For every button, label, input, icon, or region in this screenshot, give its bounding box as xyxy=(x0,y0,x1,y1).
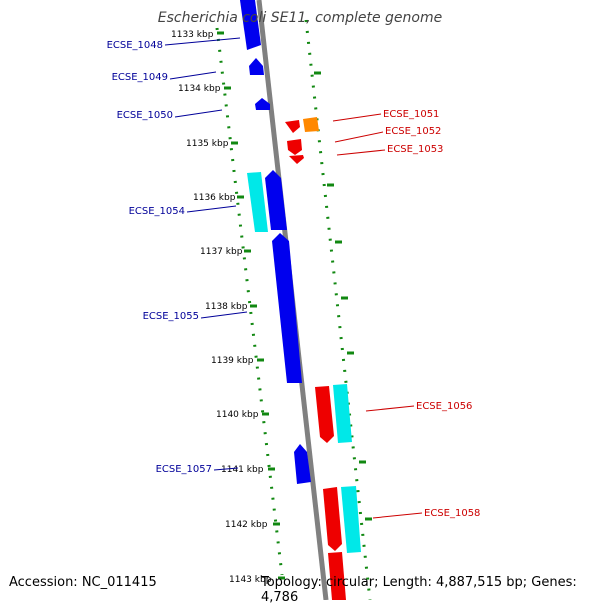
gene-label-ecse-1055[interactable]: ECSE_1055 xyxy=(143,311,199,322)
gene-ecse-1056-rna[interactable] xyxy=(333,384,352,443)
gene-ecse-1056[interactable] xyxy=(315,386,334,443)
gene-ecse-1058[interactable] xyxy=(323,487,342,551)
ruler-label: 1133 kbp xyxy=(171,30,214,40)
gene-ecse-1053[interactable] xyxy=(289,155,304,164)
gene-label-ecse-1053[interactable]: ECSE_1053 xyxy=(387,144,443,155)
gene-ecse-1052[interactable] xyxy=(287,139,302,155)
accession-text: Accession: NC_011415 xyxy=(9,575,157,590)
gene-ecse-1051[interactable] xyxy=(285,120,300,133)
gene-ecse-1055[interactable] xyxy=(272,233,302,383)
gene-label-ecse-1048[interactable]: ECSE_1048 xyxy=(107,40,163,51)
leader-line xyxy=(164,37,241,46)
gene-label-ecse-1050[interactable]: ECSE_1050 xyxy=(117,110,173,121)
gene-ecse-1054[interactable] xyxy=(265,170,287,230)
ruler-label: 1137 kbp xyxy=(200,247,243,257)
ruler-dots-left xyxy=(215,27,284,576)
right-leader-lines xyxy=(332,113,423,519)
gene-ecse-1049[interactable] xyxy=(249,58,264,75)
ruler-label: 1135 kbp xyxy=(186,139,229,149)
left-leader-lines xyxy=(164,37,248,471)
reverse-genes xyxy=(285,117,361,600)
leader-line xyxy=(186,205,237,213)
gene-ecse-1051-orange[interactable] xyxy=(303,117,319,132)
ruler-labels: 1133 kbp 1134 kbp 1135 kbp 1136 kbp 1137… xyxy=(171,30,272,585)
gene-label-ecse-1052[interactable]: ECSE_1052 xyxy=(385,126,441,137)
gene-label-ecse-1049[interactable]: ECSE_1049 xyxy=(112,72,168,83)
ruler-label: 1143 kbp xyxy=(229,575,272,585)
ruler-label: 1136 kbp xyxy=(193,193,236,203)
leader-line xyxy=(365,405,415,412)
leader-line xyxy=(213,467,239,471)
gene-ecse-1054-rna[interactable] xyxy=(247,172,268,232)
left-gene-labels: ECSE_1048 ECSE_1049 ECSE_1050 ECSE_1054 … xyxy=(107,40,212,475)
right-gene-labels: ECSE_1051 ECSE_1052 ECSE_1053 ECSE_1056 … xyxy=(383,109,480,519)
leader-line xyxy=(174,109,223,118)
gene-ecse-1050[interactable] xyxy=(255,98,270,110)
gene-label-ecse-1056[interactable]: ECSE_1056 xyxy=(416,401,472,412)
gene-label-ecse-1054[interactable]: ECSE_1054 xyxy=(129,206,185,217)
forward-genes xyxy=(240,0,311,484)
ruler-label: 1142 kbp xyxy=(225,520,268,530)
gene-label-ecse-1051[interactable]: ECSE_1051 xyxy=(383,109,439,120)
leader-line xyxy=(169,71,217,80)
leader-line xyxy=(200,311,248,319)
leader-line xyxy=(336,149,386,156)
gene-ecse-1048[interactable] xyxy=(240,0,261,50)
ruler-label: 1141 kbp xyxy=(221,465,264,475)
gene-label-ecse-1057[interactable]: ECSE_1057 xyxy=(156,464,212,475)
gene-ecse-1058-rna[interactable] xyxy=(341,486,361,553)
ruler-label: 1139 kbp xyxy=(211,356,254,366)
topology-text: Topology: circular; Length: 4,887,515 bp… xyxy=(261,575,577,605)
ruler-tick-marks xyxy=(217,31,372,580)
gene-partial-bottom[interactable] xyxy=(328,552,346,600)
leader-line xyxy=(334,131,384,143)
ruler-label: 1134 kbp xyxy=(178,84,221,94)
ruler-label: 1138 kbp xyxy=(205,302,248,312)
leader-line xyxy=(332,113,382,122)
leader-line xyxy=(372,512,423,519)
genome-title: Escherichia coli SE11, complete genome xyxy=(157,10,443,26)
gene-ecse-1057[interactable] xyxy=(294,444,311,484)
gene-label-ecse-1058[interactable]: ECSE_1058 xyxy=(424,508,480,519)
ruler-label: 1140 kbp xyxy=(216,410,259,420)
